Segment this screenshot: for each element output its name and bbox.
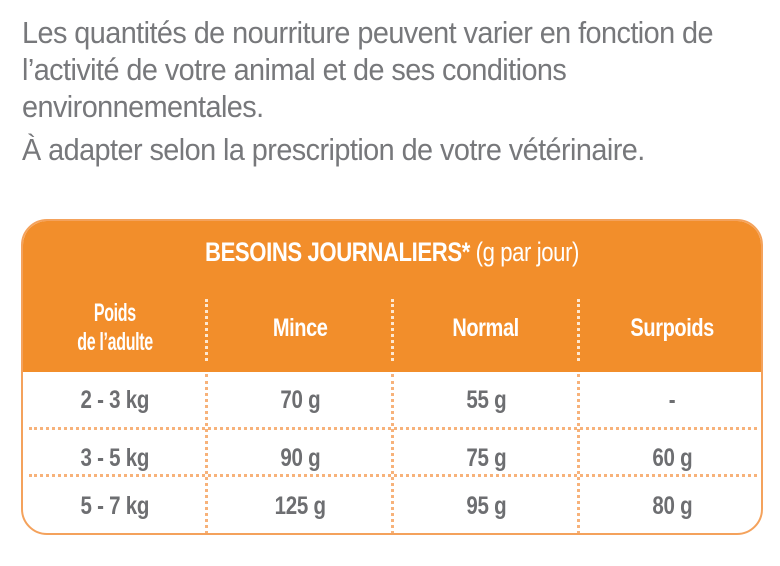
- cell-weight: 5 - 7 kg: [80, 492, 150, 520]
- daily-needs-table: BESOINS JOURNALIERS* (g par jour) Poids …: [21, 219, 763, 535]
- table-row: 2 - 3 kg 70 g 55 g -: [23, 372, 761, 429]
- body-column-divider: [391, 374, 394, 533]
- column-header-mince: Mince: [272, 313, 328, 342]
- header-column-divider: [205, 299, 208, 361]
- body-column-divider: [205, 374, 208, 533]
- cell-mince: 125 g: [274, 492, 326, 520]
- table-title: BESOINS JOURNALIERS* (g par jour): [89, 237, 694, 268]
- cell-weight: 3 - 5 kg: [80, 444, 150, 472]
- intro-line-3: environnementales.: [22, 89, 264, 124]
- intro-line-2: l’activité de votre animal et de ses con…: [22, 52, 567, 87]
- header-column-divider: [577, 299, 580, 361]
- cell-surpoids: -: [668, 386, 676, 414]
- intro-text: Les quantités de nourriture peuvent vari…: [22, 14, 720, 168]
- cell-surpoids: 80 g: [651, 492, 693, 520]
- table-header: BESOINS JOURNALIERS* (g par jour) Poids …: [23, 221, 761, 372]
- table-title-main: BESOINS JOURNALIERS*: [204, 237, 470, 267]
- cell-mince: 90 g: [279, 444, 321, 472]
- table-row: 5 - 7 kg 125 g 95 g 80 g: [23, 478, 761, 533]
- table-row: 3 - 5 kg 90 g 75 g 60 g: [23, 430, 761, 487]
- header-column-divider: [391, 299, 394, 361]
- cell-surpoids: 60 g: [651, 444, 693, 472]
- column-header-weight-line2: de l’adulte: [77, 328, 153, 356]
- intro-paragraph-prescription: À adapter selon la prescription de votre…: [22, 132, 645, 167]
- cell-normal: 95 g: [465, 492, 507, 520]
- column-header-weight: Poids de l’adulte: [23, 297, 207, 359]
- cell-normal: 75 g: [465, 444, 507, 472]
- body-column-divider: [577, 374, 580, 533]
- column-header-normal: Normal: [452, 313, 520, 342]
- cell-mince: 70 g: [279, 386, 321, 414]
- cell-weight: 2 - 3 kg: [80, 386, 150, 414]
- column-header-weight-line1: Poids: [94, 299, 136, 327]
- column-header-surpoids: Surpoids: [630, 313, 714, 342]
- intro-paragraph-quantities: Les quantités de nourriture peuvent vari…: [22, 14, 720, 125]
- table-title-unit: (g par jour): [469, 237, 580, 267]
- cell-normal: 55 g: [465, 386, 507, 414]
- intro-line-1: Les quantités de nourriture peuvent vari…: [22, 15, 714, 50]
